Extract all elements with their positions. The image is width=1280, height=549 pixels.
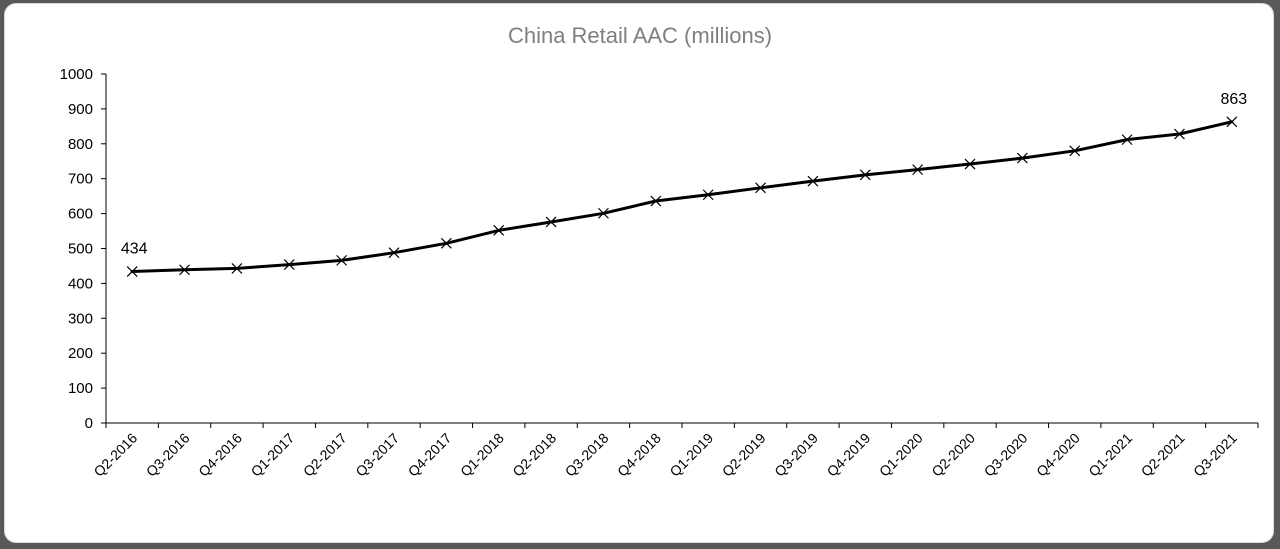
x-tick-label: Q1-2018 <box>457 430 507 480</box>
x-tick-label: Q2-2018 <box>509 430 559 480</box>
data-point-marker <box>702 189 714 201</box>
y-tick-label: 800 <box>68 136 93 153</box>
series-layer <box>126 116 1238 277</box>
y-tick-label: 200 <box>68 345 93 362</box>
data-point-marker <box>388 247 400 259</box>
x-tick-label: Q3-2021 <box>1190 430 1240 480</box>
x-tick-label: Q4-2016 <box>195 430 245 480</box>
y-tick-label: 900 <box>68 101 93 118</box>
y-tick-label: 0 <box>85 415 93 432</box>
data-point-marker <box>283 259 295 270</box>
data-label: 434 <box>121 241 148 258</box>
data-point-marker <box>1121 134 1133 146</box>
data-point-marker <box>545 216 557 228</box>
y-tick-label: 700 <box>68 171 93 188</box>
x-tick-label: Q4-2020 <box>1033 430 1083 480</box>
data-point-marker <box>493 224 505 236</box>
data-point-marker <box>1016 152 1028 164</box>
data-point-marker <box>755 182 766 194</box>
data-point-marker <box>1174 128 1185 140</box>
x-tick-label: Q3-2020 <box>981 430 1031 480</box>
y-tick-label: 1000 <box>60 66 93 83</box>
data-point-marker <box>650 195 662 207</box>
y-tick-label: 600 <box>68 206 93 223</box>
x-tick-label: Q2-2017 <box>300 430 350 480</box>
chart-title: China Retail AAC (millions) <box>508 23 772 48</box>
x-tick-label: Q4-2019 <box>824 430 874 480</box>
x-tick-label: Q1-2021 <box>1085 430 1135 480</box>
x-tick-label: Q2-2021 <box>1138 430 1188 480</box>
data-point-marker <box>440 237 452 249</box>
y-tick-label: 500 <box>68 241 93 258</box>
data-point-marker <box>807 175 819 187</box>
x-tick-label: Q1-2019 <box>666 430 716 480</box>
data-labels: 434 863 <box>121 91 1247 258</box>
data-point-marker <box>1069 145 1081 157</box>
chart-frame <box>4 3 1274 543</box>
y-tick-label: 100 <box>68 380 93 397</box>
data-point-marker <box>859 169 871 181</box>
x-tick-label: Q3-2017 <box>352 430 402 480</box>
data-point-marker <box>126 266 138 277</box>
data-label: 863 <box>1220 91 1247 108</box>
x-tick-label: Q2-2019 <box>719 430 769 480</box>
data-point-marker <box>179 264 190 276</box>
x-tick-label: Q4-2017 <box>405 430 455 480</box>
x-tick-label: Q3-2016 <box>143 430 193 480</box>
x-tick-label: Q2-2020 <box>928 430 978 480</box>
data-point-marker <box>231 262 243 274</box>
y-tick-label: 400 <box>68 275 93 292</box>
data-point-marker <box>912 164 924 176</box>
x-tick-label: Q3-2018 <box>562 430 612 480</box>
x-tick-label: Q4-2018 <box>614 430 664 480</box>
x-tick-label: Q2-2016 <box>90 430 140 480</box>
data-point-marker <box>598 207 609 219</box>
data-point-marker <box>1226 116 1238 128</box>
y-tick-label: 300 <box>68 310 93 327</box>
data-point-marker <box>964 158 976 170</box>
data-point-marker <box>336 254 348 266</box>
x-tick-label: Q1-2017 <box>248 430 298 480</box>
x-tick-label: Q3-2019 <box>771 430 821 480</box>
series-line <box>130 120 1234 273</box>
x-tick-label: Q1-2020 <box>876 430 926 480</box>
